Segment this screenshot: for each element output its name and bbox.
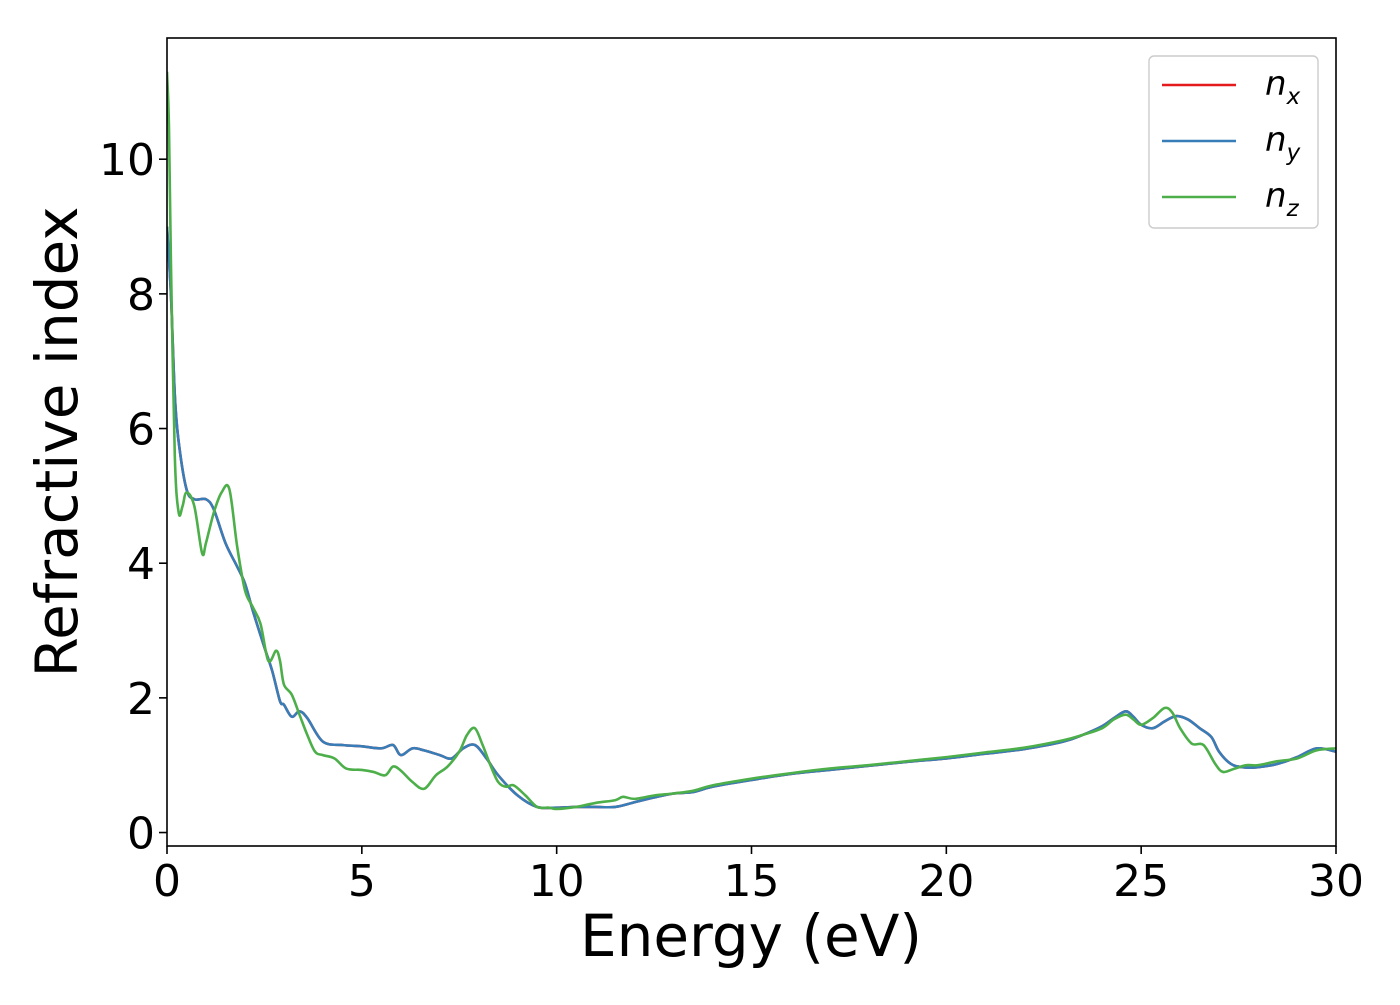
y-axis-title: Refractive index [23,206,91,677]
x-axis-title: Energy (eV) [580,902,922,970]
y-tick-label: 8 [127,270,155,321]
legend-label-n-z: nz [1265,176,1300,222]
x-tick-label: 30 [1308,856,1364,907]
legend-label-n-y: ny [1265,120,1301,166]
legend-label-n-x: nx [1265,64,1301,110]
y-tick-label: 6 [127,405,155,456]
y-tick-label: 2 [127,674,155,725]
x-tick-label: 0 [153,856,181,907]
legend: nx ny nz [1148,55,1319,229]
x-tick-label: 15 [724,856,780,907]
y-tick-label: 0 [127,809,155,860]
x-tick-label: 20 [918,856,974,907]
series-line-n-z [167,71,1336,811]
x-tick-label: 5 [348,856,376,907]
y-tick-label: 10 [99,135,155,186]
x-tick-label: 10 [529,856,585,907]
y-tick-label: 4 [127,539,155,590]
y-axis: 0 2 4 6 8 10 [99,135,167,860]
x-tick-label: 25 [1113,856,1169,907]
x-axis: 0 5 10 15 20 25 30 [153,846,1364,907]
series-layer [167,71,1336,811]
